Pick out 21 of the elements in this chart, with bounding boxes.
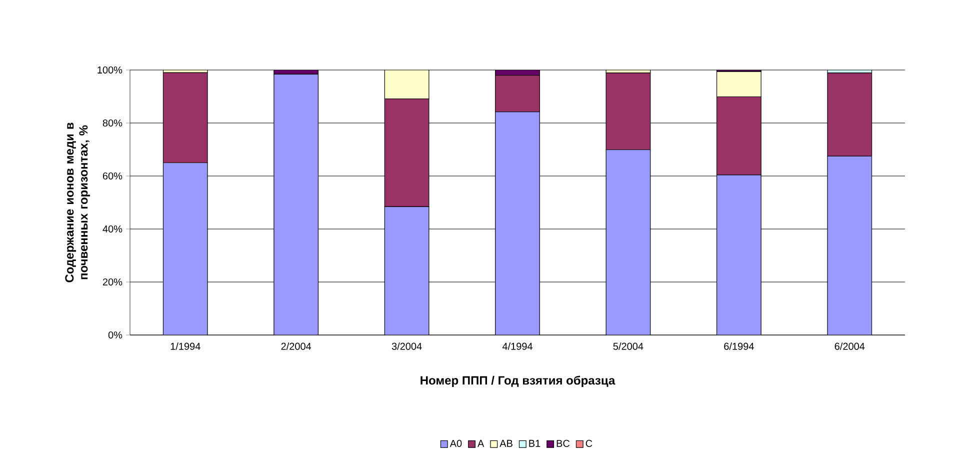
legend-label: A0 xyxy=(450,440,462,447)
x-tick-label: 4/1994 xyxy=(502,342,532,350)
y-tick-label: 100% xyxy=(98,66,122,74)
legend-label: B1 xyxy=(529,440,540,447)
x-tick-label: 6/2004 xyxy=(834,342,865,350)
x-tick-label: 3/2004 xyxy=(392,342,422,350)
y-tick-label: 0% xyxy=(108,331,122,339)
x-tick-label: 2/2004 xyxy=(281,342,312,350)
legend-label: C xyxy=(586,440,592,447)
legend-label: A xyxy=(478,440,484,447)
x-tick-label: 5/2004 xyxy=(613,342,644,350)
x-tick-label: 6/1994 xyxy=(724,342,754,350)
y-axis-title: Содержание ионов меди в почвенных горизонтах, % xyxy=(65,122,90,282)
y-tick-label: 20% xyxy=(102,278,122,286)
x-axis-title: Номер ППП / Год взятия образца xyxy=(420,376,616,388)
x-tick-label: 1/1994 xyxy=(170,342,200,350)
y-tick-label: 40% xyxy=(102,225,122,233)
legend-label: BC xyxy=(556,440,570,447)
legend-label: AB xyxy=(500,440,512,447)
y-tick-label: 60% xyxy=(102,172,122,180)
y-tick-label: 80% xyxy=(102,119,122,127)
